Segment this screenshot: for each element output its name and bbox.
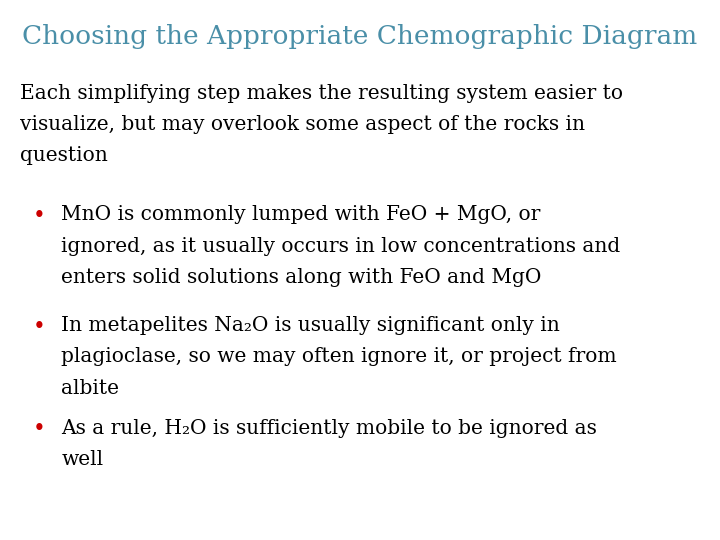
Text: Choosing the Appropriate Chemographic Diagram: Choosing the Appropriate Chemographic Di…: [22, 24, 698, 49]
Text: albite: albite: [61, 379, 120, 397]
Text: question: question: [20, 146, 108, 165]
Text: In metapelites Na₂O is usually significant only in: In metapelites Na₂O is usually significa…: [61, 316, 560, 335]
Text: enters solid solutions along with FeO and MgO: enters solid solutions along with FeO an…: [61, 268, 541, 287]
Text: As a rule, H₂O is sufficiently mobile to be ignored as: As a rule, H₂O is sufficiently mobile to…: [61, 418, 597, 437]
Text: MnO is commonly lumped with FeO + MgO, or: MnO is commonly lumped with FeO + MgO, o…: [61, 205, 541, 224]
Text: ignored, as it usually occurs in low concentrations and: ignored, as it usually occurs in low con…: [61, 237, 621, 255]
Text: •: •: [32, 418, 45, 441]
Text: •: •: [32, 316, 45, 338]
Text: •: •: [32, 205, 45, 227]
Text: Each simplifying step makes the resulting system easier to: Each simplifying step makes the resultin…: [20, 84, 623, 103]
Text: well: well: [61, 450, 104, 469]
Text: visualize, but may overlook some aspect of the rocks in: visualize, but may overlook some aspect …: [20, 115, 585, 134]
Text: plagioclase, so we may often ignore it, or project from: plagioclase, so we may often ignore it, …: [61, 347, 617, 366]
